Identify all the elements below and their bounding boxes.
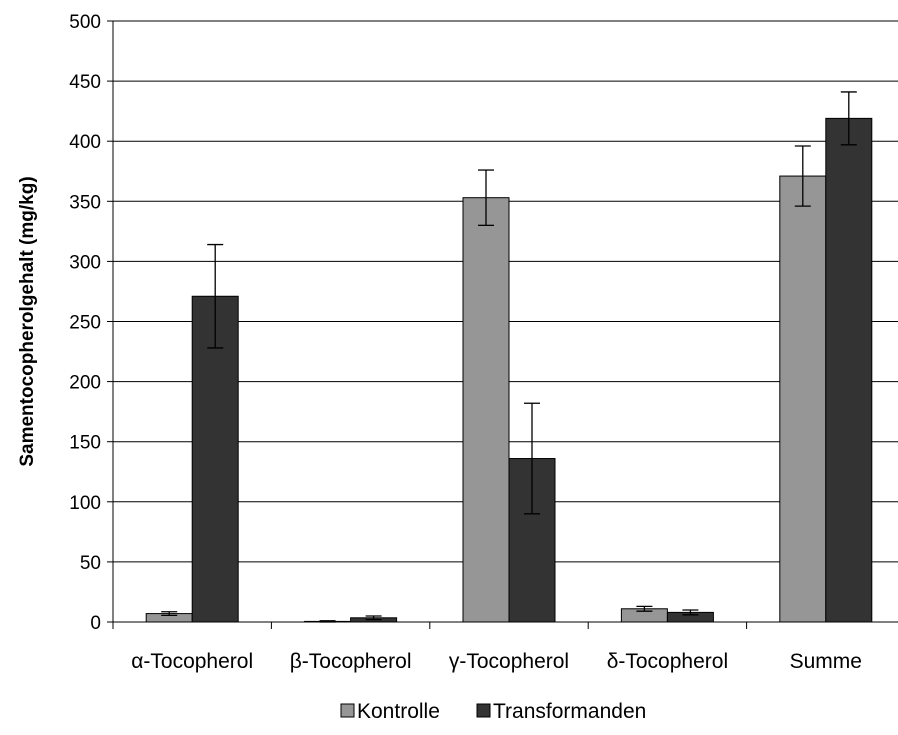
legend: Kontrolle Transformanden: [340, 700, 646, 723]
y-tick-label: 100: [69, 493, 101, 514]
bar-transformanden: [508, 458, 556, 623]
y-tick-label: 50: [80, 553, 101, 574]
error-bars: [161, 91, 857, 623]
bar-kontrolle: [462, 197, 510, 623]
x-category-label: Summe: [790, 650, 862, 673]
y-tick-label: 300: [69, 252, 101, 273]
bar-kontrolle: [779, 175, 827, 623]
legend-swatch: [476, 703, 491, 718]
y-tick-label: 350: [69, 192, 101, 213]
legend-label: Transformanden: [493, 700, 646, 723]
legend-label: Kontrolle: [357, 700, 440, 723]
bar-transformanden: [825, 117, 873, 623]
x-category-label: γ-Tocopherol: [449, 650, 569, 673]
y-tick-label: 500: [69, 12, 101, 33]
y-tick-label: 0: [90, 613, 101, 634]
x-category-label: α-Tocopherol: [131, 650, 253, 673]
bars: [145, 117, 873, 623]
x-category-label: β-Tocopherol: [290, 650, 412, 673]
y-tick-labels: 0 50 100 150 200 250 300 350 400 450 500: [69, 12, 101, 634]
x-category-label: δ-Tocopherol: [607, 650, 728, 673]
y-tick-label: 400: [69, 132, 101, 153]
y-tick-label: 250: [69, 313, 101, 334]
y-tick-label: 150: [69, 433, 101, 454]
y-tick-label: 450: [69, 72, 101, 93]
x-category-labels: α-Tocopherol β-Tocopherol γ-Tocopherol δ-To…: [131, 650, 862, 673]
legend-swatch: [340, 703, 355, 718]
y-tick-label: 200: [69, 373, 101, 394]
y-axis-label: Samentocopherolgehalt (mg/kg): [17, 176, 38, 466]
